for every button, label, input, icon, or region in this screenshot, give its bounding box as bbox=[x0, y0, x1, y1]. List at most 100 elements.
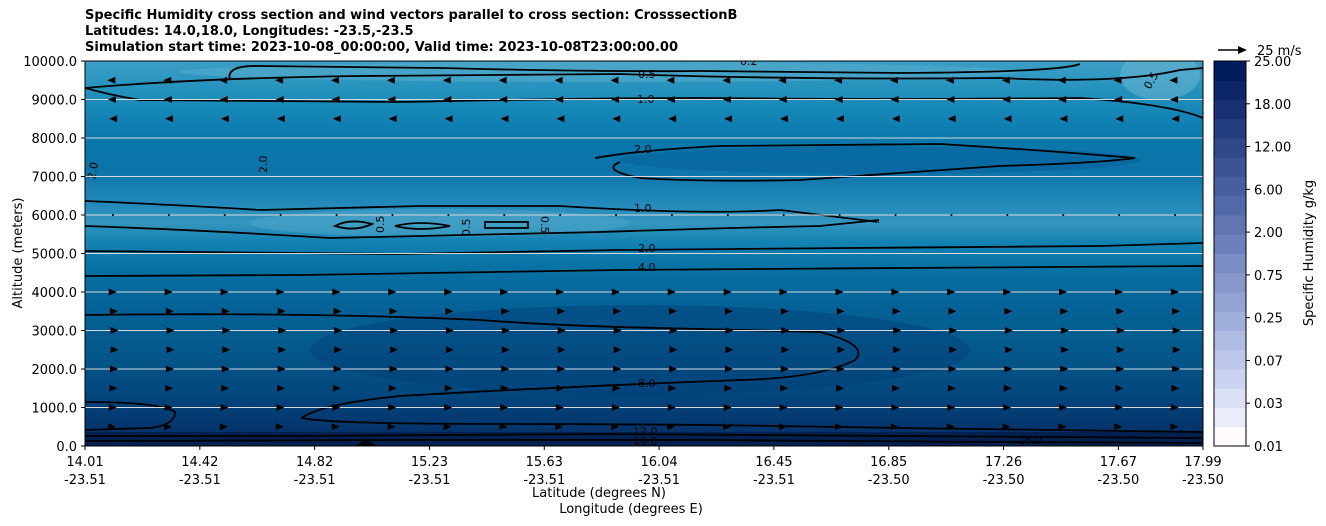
contour-0.5-pocket-a bbox=[332, 220, 375, 230]
wind-vector bbox=[1060, 307, 1069, 315]
colorbar-segment bbox=[1214, 138, 1246, 158]
wind-vector bbox=[1058, 423, 1067, 431]
wind-vector bbox=[836, 365, 845, 373]
wind-vector bbox=[165, 384, 174, 392]
wind-vector bbox=[276, 115, 285, 123]
y-tick-label: 2000.0 bbox=[32, 363, 78, 378]
wind-vector bbox=[835, 115, 844, 123]
clabel-8.0: 8.0 bbox=[638, 377, 656, 390]
colorbar-segment bbox=[1214, 407, 1246, 428]
wind-vector bbox=[166, 346, 175, 354]
x-tick-label-lon: -23.51 bbox=[179, 473, 221, 488]
wind-vector bbox=[555, 96, 564, 103]
y-tick-label: 9000.0 bbox=[32, 94, 78, 109]
wind-vector bbox=[222, 327, 231, 334]
colorbar-segment bbox=[1214, 157, 1246, 177]
wind-vector bbox=[277, 365, 286, 373]
wind-vector bbox=[891, 404, 900, 411]
x-tick-label-lon: -23.51 bbox=[523, 473, 565, 488]
y-tick-label: 4000.0 bbox=[32, 286, 78, 301]
wind-vector bbox=[275, 423, 284, 431]
x-tick-label-lat: 17.67 bbox=[1100, 455, 1137, 470]
wind-vector bbox=[1170, 404, 1179, 411]
wind-vector bbox=[335, 214, 338, 216]
clabel-0.5-pocket-a: 0.5 bbox=[374, 216, 387, 234]
wind-vector bbox=[947, 404, 956, 411]
clabel-16.0-right: 16.0 bbox=[1018, 434, 1043, 447]
wind-vector bbox=[890, 423, 899, 431]
wind-vector bbox=[835, 288, 844, 296]
wind-vector bbox=[724, 115, 733, 123]
wind-vector bbox=[387, 423, 396, 431]
y-tick-label: 0.0 bbox=[56, 440, 77, 455]
wind-vector bbox=[1059, 288, 1068, 296]
y-tick-label: 7000.0 bbox=[32, 171, 78, 186]
wind-vector bbox=[108, 423, 117, 431]
x-tick-label-lat: 17.26 bbox=[985, 455, 1022, 470]
wind-vector bbox=[164, 288, 173, 296]
wind-vector bbox=[108, 404, 117, 411]
wind-vector bbox=[1113, 76, 1122, 84]
wind-vector bbox=[1116, 327, 1125, 334]
wind-vector bbox=[1058, 96, 1067, 103]
wind-vector bbox=[557, 346, 566, 354]
wind-vector bbox=[1114, 96, 1123, 103]
wind-vector bbox=[1001, 76, 1010, 84]
contour-1.0-mid bbox=[85, 200, 879, 223]
wind-vector bbox=[331, 423, 340, 431]
wind-vector bbox=[666, 96, 675, 103]
x-tick-label-lat: 15.23 bbox=[411, 455, 448, 470]
wind-vector bbox=[613, 307, 622, 315]
wind-vector bbox=[1170, 423, 1179, 431]
wind-vector bbox=[834, 423, 843, 431]
colorbar-tick-label: 6.00 bbox=[1254, 183, 1283, 198]
wind-vector bbox=[945, 76, 954, 84]
wind-vector bbox=[1006, 214, 1009, 216]
x-tick-label-lon: -23.51 bbox=[294, 473, 336, 488]
wind-vector bbox=[332, 115, 341, 123]
wind-vector bbox=[1059, 384, 1068, 392]
wind-vector bbox=[1172, 365, 1181, 373]
wind-vector bbox=[948, 307, 957, 315]
wind-vector bbox=[278, 346, 287, 354]
wind-vector bbox=[223, 214, 226, 216]
clabel-16.0: 16.0 bbox=[633, 435, 658, 448]
wind-vector bbox=[668, 307, 677, 315]
wind-vector bbox=[724, 307, 733, 315]
wind-vector bbox=[1170, 288, 1179, 296]
wind-vector bbox=[221, 365, 230, 373]
wind-vector bbox=[219, 423, 228, 431]
wind-vector bbox=[276, 288, 285, 296]
wind-vector bbox=[447, 214, 450, 216]
wind-vector bbox=[1057, 76, 1066, 84]
wind-vector bbox=[108, 288, 117, 296]
wind-vector bbox=[442, 76, 451, 84]
wind-vector bbox=[165, 307, 174, 315]
wind-vector bbox=[334, 346, 343, 354]
wind-vector bbox=[165, 365, 174, 373]
clabel-12.0: 12.0 bbox=[633, 425, 658, 438]
contour-0.5-pocket-b bbox=[394, 222, 451, 230]
wind-vector bbox=[612, 384, 621, 392]
x-tick-label-lat: 15.63 bbox=[526, 455, 563, 470]
wind-vector bbox=[164, 423, 173, 431]
wind-vector bbox=[1115, 384, 1124, 392]
grid-lines bbox=[85, 61, 1203, 446]
x-tick-label-lon: -23.51 bbox=[408, 473, 450, 488]
wind-vector bbox=[222, 346, 231, 354]
wind-vector bbox=[333, 307, 342, 315]
contour-0.5-lower bbox=[85, 219, 880, 239]
wind-vector bbox=[220, 115, 229, 123]
clabel-0.5-pocket-b: 0.5 bbox=[460, 219, 473, 237]
wind-vector bbox=[109, 307, 118, 315]
x-tick-label-lat: 16.85 bbox=[870, 455, 907, 470]
colorbar-segment bbox=[1214, 118, 1246, 139]
wind-vector bbox=[1003, 404, 1012, 411]
colorbar-tick-label: 0.01 bbox=[1254, 440, 1283, 455]
colorbar-segment bbox=[1214, 215, 1246, 235]
x-tick-label-lat: 14.42 bbox=[181, 455, 218, 470]
colorbar-segment bbox=[1214, 330, 1246, 351]
colorbar-segment bbox=[1214, 292, 1246, 312]
wind-vector bbox=[889, 76, 898, 84]
wind-vector bbox=[277, 384, 286, 392]
